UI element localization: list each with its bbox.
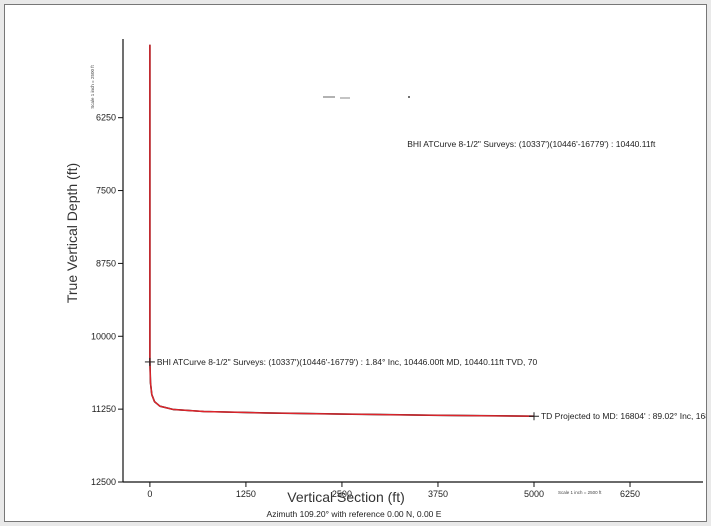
x-tick-label: 2500: [332, 489, 352, 499]
y-tick-label: 7500: [96, 186, 116, 196]
y-tick-label: 8750: [96, 258, 116, 268]
y-tick-label: 11250: [92, 404, 116, 414]
axes: [122, 39, 703, 483]
x-tick-label: 3750: [428, 489, 448, 499]
chart-frame: 6250 7500 8750 10000 11250 12500 0 1250 2500 3750…: [4, 4, 707, 522]
y-axis-title: True Vertical Depth (ft): [64, 163, 80, 303]
x-axis-title: Vertical Section (ft): [287, 489, 405, 505]
annotations: BHI ATCurve 8-1/2" Surveys: (10337')(104…: [144, 139, 706, 421]
stray-marks: [323, 96, 410, 99]
y-tick-label: 12500: [91, 477, 116, 487]
x-tick-label: 1250: [236, 489, 256, 499]
y-tick-label: 10000: [91, 331, 116, 341]
x-tick-label: 0: [147, 489, 152, 499]
series: [149, 44, 535, 417]
annotation-label: TD Projected to MD: 16804' : 89.02° Inc,…: [541, 411, 706, 421]
y-tick-label: 6250: [96, 113, 116, 123]
wellpath-line: [149, 44, 535, 417]
azimuth-subtitle: Azimuth 109.20° with reference 0.00 N, 0…: [267, 509, 442, 519]
scale-note-y: Scale 1 inch = 2500 ft: [90, 65, 95, 109]
scale-note-x: Scale 1 inch = 2500 ft: [558, 490, 602, 495]
annotation-label: BHI ATCurve 8-1/2" Surveys: (10337')(104…: [157, 357, 538, 367]
ticks: 6250 7500 8750 10000 11250 12500 0 1250 2500 3750…: [91, 113, 640, 499]
annotation-label: BHI ATCurve 8-1/2" Surveys: (10337')(104…: [407, 139, 656, 149]
x-tick-label: 6250: [620, 489, 640, 499]
vertical-section-chart: 6250 7500 8750 10000 11250 12500 0 1250 2500 3750…: [64, 39, 706, 519]
x-tick-label: 5000: [524, 489, 544, 499]
